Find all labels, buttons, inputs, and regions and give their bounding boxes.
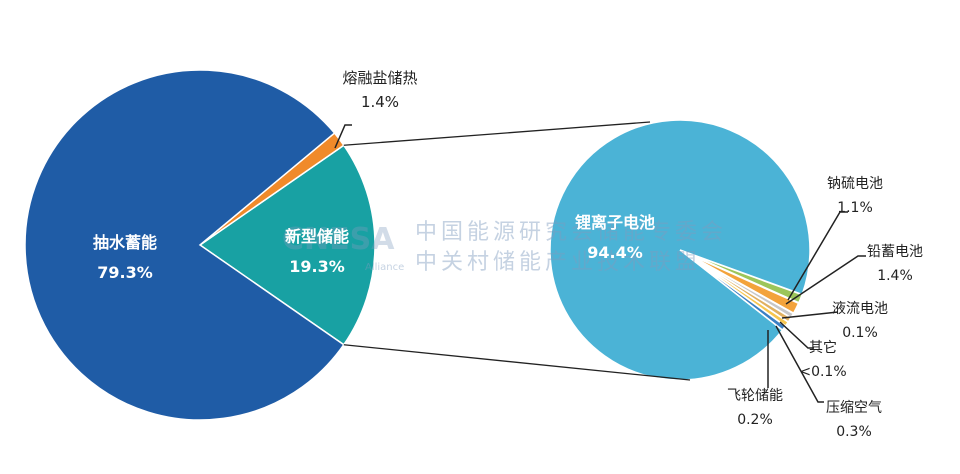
label-li-ion: 锂离子电池 94.4% — [574, 213, 655, 262]
connector-bottom — [343, 344, 691, 381]
watermark-text: 中国能源研究会储能专委会 中关村储能产业技术联盟 — [415, 220, 728, 275]
watermark-sub: Alliance — [365, 262, 405, 273]
label-lead-acid: 铅蓄电池 1.4% — [867, 244, 923, 284]
label-nas: 钠硫电池 1.1% — [827, 176, 883, 216]
leader-lead-acid — [785, 255, 866, 305]
connector-top — [343, 121, 651, 146]
slice-li-ion — [549, 119, 811, 381]
label-other: 其它 <0.1% — [799, 340, 847, 380]
leader-other — [779, 321, 814, 349]
leader-molten-salt — [334, 124, 352, 149]
label-flywheel: 飞轮储能 0.2% — [727, 388, 783, 428]
label-molten-salt: 熔融盐储热 1.4% — [342, 69, 418, 111]
leader-caes — [775, 325, 824, 403]
leader-nas — [787, 211, 848, 301]
watermark-logo: CNESA — [282, 222, 395, 257]
label-flow: 液流电池 0.1% — [832, 301, 888, 341]
label-caes: 压缩空气 0.3% — [826, 400, 882, 440]
label-pumped-hydro: 抽水蓄能 79.3% — [92, 233, 157, 282]
label-new-storage: 新型储能 19.3% — [284, 227, 349, 276]
leader-flow — [781, 311, 839, 319]
slice-pumped-hydro — [24, 69, 345, 421]
slice-new-storage — [198, 144, 376, 346]
